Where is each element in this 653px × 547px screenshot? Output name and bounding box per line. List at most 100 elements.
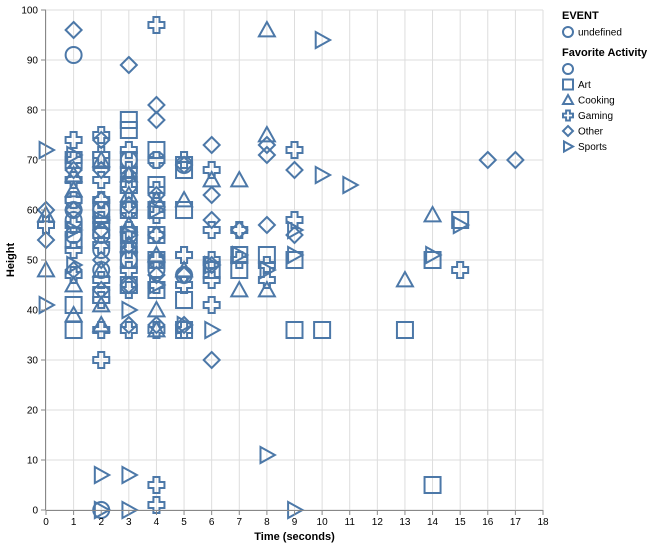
data-point-diamond — [147, 185, 166, 205]
data-point-triangle-up — [63, 274, 84, 293]
legend-label-event: undefined — [578, 28, 622, 39]
x-tick-label: 17 — [510, 517, 522, 528]
x-tick-label: 0 — [43, 517, 49, 528]
legend-symbol-circle — [562, 26, 574, 38]
legend: EVENT Favorite Activity undefined Art Cook… — [561, 10, 648, 154]
data-point-cross — [37, 216, 55, 234]
x-tick-label: 2 — [98, 517, 104, 528]
y-tick-label: 10 — [27, 456, 39, 467]
data-point-diamond — [119, 275, 139, 295]
x-tick-label: 6 — [209, 517, 215, 528]
data-point-triangle-right — [204, 320, 222, 340]
legend-label-activity: Cooking — [578, 96, 615, 107]
data-point-square — [257, 246, 276, 264]
data-point-triangle-up — [395, 269, 415, 288]
data-point-triangle-right — [38, 295, 57, 315]
data-point-triangle-right — [66, 220, 84, 240]
data-point-cross — [175, 276, 194, 294]
data-point-square — [313, 321, 332, 339]
data-point-cross — [92, 291, 111, 309]
data-point-diamond — [147, 265, 166, 285]
data-point-circle — [64, 211, 83, 229]
data-point-diamond — [202, 135, 222, 155]
y-tick-label: 40 — [27, 306, 39, 317]
data-point-triangle-right — [287, 245, 305, 265]
x-tick-label: 7 — [236, 517, 242, 528]
data-point-cross — [119, 141, 138, 159]
x-tick-label: 10 — [317, 517, 329, 528]
y-tick-label: 100 — [21, 6, 38, 17]
data-point-cross — [92, 171, 111, 189]
data-point-diamond — [119, 165, 139, 185]
data-point-cross — [147, 321, 166, 339]
data-point-cross — [285, 141, 304, 159]
data-point-diamond — [147, 315, 166, 335]
data-point-diamond — [174, 265, 194, 285]
data-point-cross — [451, 261, 470, 279]
data-point-cross — [147, 181, 166, 199]
data-point-triangle-up — [257, 19, 277, 38]
data-point-triangle-right — [149, 200, 167, 220]
data-point-square — [175, 161, 194, 179]
data-point-triangle-right — [66, 145, 84, 165]
data-point-cross — [119, 181, 138, 199]
data-point-cross — [119, 201, 138, 219]
data-point-cross — [92, 351, 111, 369]
data-point-cross — [64, 191, 83, 209]
data-point-diamond — [119, 315, 139, 335]
x-tick-label: 5 — [181, 517, 187, 528]
legend-title-activity: Favorite Activity — [562, 47, 648, 59]
legend-title-event: EVENT — [562, 10, 599, 22]
data-point-cross — [147, 476, 166, 494]
data-point-square — [285, 251, 304, 269]
x-tick-label: 15 — [455, 517, 467, 528]
x-tick-label: 11 — [345, 517, 356, 528]
data-point-triangle-right — [121, 465, 139, 485]
data-point-triangle-right — [314, 165, 333, 185]
data-point-diamond — [64, 20, 84, 40]
data-point-triangle-up — [257, 124, 277, 143]
data-point-cross — [147, 151, 166, 169]
x-tick-label: 1 — [71, 517, 77, 528]
data-point-triangle-up — [63, 179, 84, 198]
y-tick-label: 70 — [27, 156, 39, 167]
data-point-square — [395, 321, 414, 339]
data-point-diamond — [91, 190, 111, 210]
data-point-triangle-right — [259, 260, 277, 280]
data-point-triangle-up — [257, 279, 277, 298]
data-point-square — [175, 201, 194, 219]
data-point-square — [92, 201, 111, 219]
legend-symbol-diamond — [561, 124, 575, 138]
x-tick-label: 14 — [427, 517, 439, 528]
data-point-triangle-right — [93, 465, 112, 485]
legend-items: undefined Art Cooking Gaming Other Sports — [561, 26, 622, 154]
data-point-diamond — [202, 210, 222, 230]
data-point-cross — [147, 251, 166, 269]
data-point-diamond — [119, 55, 139, 75]
data-point-circle — [92, 241, 111, 259]
x-tick-label: 9 — [292, 517, 298, 528]
data-point-diamond — [119, 195, 139, 215]
data-point-cross — [175, 151, 194, 169]
data-point-triangle-up — [174, 189, 194, 208]
data-point-cross — [147, 16, 166, 34]
data-point-square — [451, 211, 470, 229]
data-point-diamond — [64, 160, 84, 180]
data-point-cross — [257, 271, 276, 289]
y-tick-label: 30 — [27, 356, 39, 367]
data-point-cross — [119, 321, 138, 339]
data-point-diamond — [505, 150, 525, 170]
data-point-square — [202, 261, 221, 279]
data-point-cross — [64, 171, 83, 189]
legend-label-activity: Other — [578, 127, 604, 138]
data-point-triangle-right — [149, 275, 167, 295]
data-point-triangle-up — [63, 304, 84, 323]
data-point-diamond — [285, 160, 304, 180]
legend-symbol-square — [562, 78, 574, 91]
data-point-diamond — [147, 225, 166, 245]
data-point-triangle-right — [66, 255, 84, 275]
data-point-diamond — [257, 145, 277, 165]
x-axis-title: Time (seconds) — [254, 531, 335, 543]
y-tick-label: 50 — [27, 256, 39, 267]
